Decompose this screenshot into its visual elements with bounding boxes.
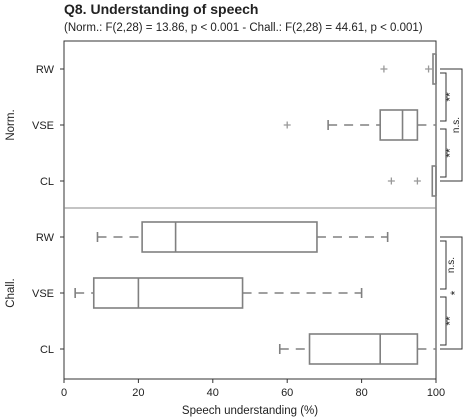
x-tick-label: 40 — [207, 387, 219, 399]
chart-subtitle: (Norm.: F(2,28) = 13.86, p < 0.001 - Cha… — [64, 22, 423, 34]
outlier-point — [283, 121, 291, 129]
significance-label: n.s. — [451, 117, 462, 133]
significance-label: ** — [443, 316, 457, 326]
group-label: Chall. — [5, 278, 17, 307]
y-tick-label: RW — [36, 64, 55, 76]
significance-label: ** — [443, 148, 457, 158]
x-tick-label: 60 — [281, 387, 293, 399]
x-tick-label: 80 — [355, 387, 367, 399]
significance-bracket — [440, 128, 447, 178]
significance-bracket — [440, 240, 447, 290]
significance-bracket — [440, 68, 463, 182]
outlier-point — [387, 177, 395, 185]
box — [141, 221, 318, 253]
outlier-point — [380, 65, 388, 73]
significance-bracket — [440, 236, 463, 350]
y-tick-label: RW — [36, 232, 55, 244]
x-tick-label: 0 — [61, 387, 67, 399]
y-tick-label: CL — [40, 344, 54, 356]
box — [308, 333, 419, 365]
x-tick-label: 20 — [132, 387, 144, 399]
chart-title: Q8. Understanding of speech — [64, 1, 258, 17]
outlier-point — [413, 177, 421, 185]
y-tick-label: VSE — [32, 288, 54, 300]
group-label: Norm. — [5, 109, 17, 140]
x-tick-label: 100 — [427, 387, 445, 399]
plot-frame — [63, 40, 437, 380]
significance-label: * — [448, 290, 462, 295]
significance-label: n.s. — [446, 257, 457, 273]
box — [379, 109, 419, 141]
box — [92, 277, 244, 309]
significance-bracket — [440, 296, 447, 346]
outlier-point — [425, 65, 433, 73]
significance-label: ** — [443, 92, 457, 102]
significance-bracket — [440, 72, 447, 122]
y-tick-label: CL — [40, 176, 54, 188]
y-tick-label: VSE — [32, 120, 54, 132]
x-axis-label: Speech understanding (%) — [182, 405, 318, 417]
